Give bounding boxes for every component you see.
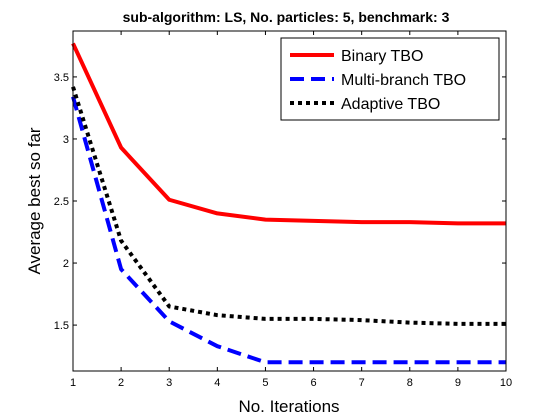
series-line-2: [71, 96, 506, 365]
x-tick-label: 2: [118, 377, 124, 389]
chart-title-rest: , No. particles: 5, benchmark: 3: [242, 9, 449, 25]
x-tick-label: 6: [310, 377, 316, 389]
x-tick-label: 10: [500, 377, 512, 389]
legend-label-3: Adaptive TBO: [341, 96, 440, 113]
x-tick-label: 3: [166, 377, 172, 389]
x-tick-label: 1: [70, 377, 76, 389]
chart-title-algorithm: LS: [225, 9, 243, 25]
y-tick-label: 1.5: [54, 320, 69, 332]
x-tick-label: 7: [359, 377, 365, 389]
legend-label-1: Binary TBO: [341, 48, 423, 65]
x-tick-label: 5: [262, 377, 268, 389]
x-tick-label: 4: [214, 377, 220, 389]
y-tick-label: 3.5: [54, 72, 69, 84]
series-line-1: [71, 42, 506, 226]
legend-label-2: Multi-branch TBO: [341, 72, 466, 89]
y-tick-label: 3: [63, 134, 69, 146]
x-axis-label: No. Iterations: [238, 397, 339, 416]
y-tick-label: 2.5: [54, 196, 69, 208]
x-tick-label: 8: [407, 377, 413, 389]
series-line-3: [71, 86, 506, 326]
y-tick-label: 2: [63, 258, 69, 270]
legend: Binary TBO Multi-branch TBO Adaptive TBO: [280, 37, 500, 121]
chart-title-prefix: sub-algorithm:: [123, 9, 225, 25]
y-axis-label: Average best so far: [25, 127, 44, 274]
x-tick-label: 9: [455, 377, 461, 389]
chart-title: sub-algorithm: LS, No. particles: 5, ben…: [123, 9, 450, 25]
